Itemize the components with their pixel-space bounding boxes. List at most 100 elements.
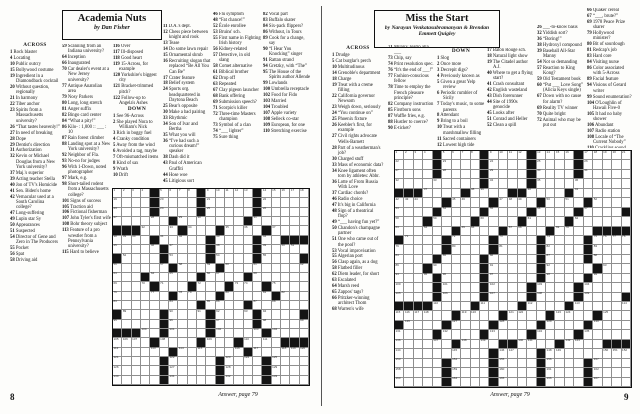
- clue: 107 Radio station: [587, 128, 621, 134]
- grid-cell: [299, 282, 309, 292]
- grid-cell: [299, 366, 309, 376]
- grid-cell: 109: [583, 291, 594, 303]
- grid-cell-number: 139: [480, 338, 486, 343]
- grid-cell: [517, 377, 528, 387]
- grid-cell: [423, 377, 433, 387]
- grid-cell: [271, 244, 281, 255]
- grid-cell-number: 92: [546, 262, 550, 267]
- grid-cell: [413, 283, 424, 293]
- clue: 79 Nosy Parkers: [62, 94, 93, 100]
- grid-cell: [602, 179, 613, 189]
- grid-cell: [489, 320, 499, 331]
- grid-cell: [508, 179, 518, 189]
- grid-cell: 73: [498, 235, 509, 246]
- grid-cell: [299, 226, 309, 236]
- grid-cell: 130: [113, 374, 123, 385]
- grid-cell-number: 46: [461, 196, 465, 201]
- grid-cell-number: 28: [150, 215, 155, 220]
- grid-cell: [290, 356, 300, 367]
- clue: 48 Sign of a theatrical flop?: [332, 208, 374, 220]
- grid-cell: [224, 207, 235, 217]
- grid-cell-number: 33: [169, 224, 173, 229]
- grid-cell: [527, 235, 537, 246]
- grid-cell: 90: [432, 263, 443, 274]
- clue: 90 “I Hear You Knocking” singer: [263, 47, 303, 58]
- grid-cell: 136: [395, 338, 405, 350]
- grid-cell: [517, 273, 528, 284]
- clue: 6 Periodic rumbler of Sicily: [437, 91, 478, 102]
- grid-cell: [536, 273, 547, 284]
- grid-cell-number: 29: [178, 215, 183, 220]
- grid-cell: 81: [498, 243, 509, 255]
- grid-cell: [178, 244, 188, 255]
- grid-cell-number: 14: [546, 149, 550, 154]
- grid-cell: [432, 368, 443, 378]
- grid-cell-number: 9: [206, 187, 209, 192]
- grid-cell: 85: [206, 300, 216, 311]
- grid-cell: [234, 254, 244, 264]
- clue: 90 E-ticket?: [388, 125, 411, 131]
- grid-cell: 151: [612, 348, 622, 359]
- grid-cell: 129: [546, 319, 556, 331]
- clue: 108 Locale of “The Current Nobody”: [587, 134, 626, 146]
- grid-cell: 3: [413, 150, 424, 161]
- grid-cell: 17: [290, 188, 300, 199]
- grid-cell-number: 25: [206, 206, 211, 211]
- clue: 34 Knee ligament often torn by athletes:…: [332, 168, 380, 179]
- clue: 50 Appearances: [10, 223, 40, 229]
- grid-cell: [290, 300, 300, 311]
- grid-cell: [234, 310, 244, 320]
- grid-cell: [131, 366, 141, 376]
- grid-cell: [404, 330, 414, 340]
- grid-cell: [517, 264, 528, 274]
- grid-cell: [442, 349, 452, 359]
- grid-cell: [517, 169, 528, 180]
- grid-cell: [262, 226, 272, 236]
- grid-cell: [206, 310, 216, 320]
- grid-cell: [252, 198, 263, 208]
- grid-cell: [555, 188, 565, 199]
- grid-cell-number: 34: [188, 224, 192, 229]
- grid-cell-number: 86: [216, 299, 220, 304]
- clue: 70 Quite bright: [537, 111, 566, 117]
- clue: 27 Civil rights advocate Wells-Barnett: [332, 134, 377, 145]
- grid-cell-number: 81: [499, 243, 503, 248]
- grid-cell: 9: [206, 187, 216, 199]
- clue: 15 Bollywood costume: [10, 67, 54, 73]
- grid-cell: [168, 282, 179, 292]
- grid-cell: [196, 226, 207, 236]
- grid-cell: [206, 328, 216, 339]
- grid-cell: 6: [168, 188, 179, 199]
- grid-cell: [612, 358, 622, 369]
- grid-cell: 70: [564, 225, 575, 236]
- clue: 88 Landing spot at a New York university…: [62, 141, 111, 153]
- grid-cell: [150, 338, 160, 348]
- grid-cell: [262, 375, 272, 385]
- grid-cell: 112: [113, 346, 123, 357]
- grid-cell-number: 4: [141, 187, 144, 192]
- grid-cell: [432, 283, 443, 293]
- grid-cell-number: 55: [262, 252, 267, 257]
- grid-cell-number: 99: [593, 272, 598, 277]
- grid-cell-number: 60: [480, 215, 484, 220]
- grid-cell: 104: [271, 328, 281, 339]
- grid-cell: [224, 300, 235, 311]
- grid-cell: [451, 188, 462, 199]
- grid-cell: 127: [451, 319, 462, 331]
- grid-cell: [413, 160, 424, 170]
- clue: 89 Cook for a change, say: [263, 35, 305, 47]
- grid-cell: [423, 283, 433, 293]
- grid-cell: 114: [178, 346, 188, 357]
- grid-cell: [555, 358, 565, 369]
- grid-cell-number: 89: [395, 262, 399, 267]
- clue: 96 With 1-Down, noted photographer: [62, 164, 107, 176]
- grid-cell: [150, 310, 160, 320]
- grid-cell: [470, 339, 480, 350]
- clue: 7 Oft-mismatched items: [113, 155, 159, 161]
- grid-cell-number: 142: [565, 338, 571, 343]
- grid-cell: [243, 319, 253, 329]
- grid-cell: [621, 283, 631, 293]
- grid-cell-number: 24: [160, 206, 164, 211]
- grid-cell: 21: [206, 197, 216, 208]
- grid-cell: [621, 160, 631, 170]
